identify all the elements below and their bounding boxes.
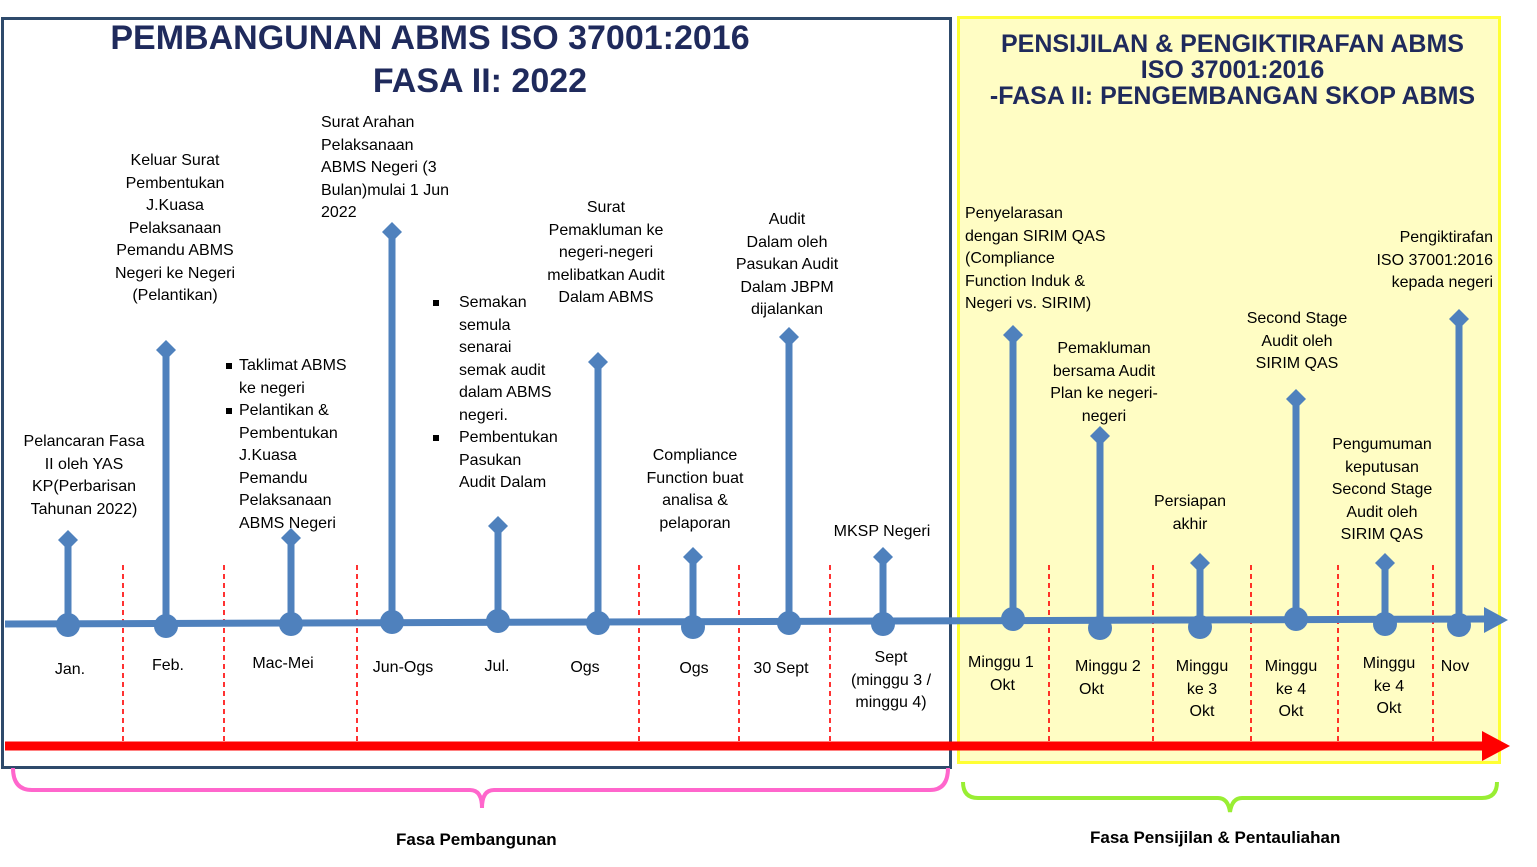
event-8-diamond bbox=[779, 327, 799, 347]
event-4-diamond bbox=[382, 222, 402, 242]
event-9-label: MKSP Negeri bbox=[833, 523, 931, 540]
right-title-line3: -FASA II: PENGEMBANGAN SKOP ABMS bbox=[989, 82, 1476, 110]
event-12-diamond bbox=[1190, 553, 1210, 573]
event-1-label: Pelancaran Fasa II oleh YAS KP(Perbarisan T… bbox=[23, 433, 145, 518]
event-14-diamond bbox=[1375, 553, 1395, 573]
event-5-date: Jul. bbox=[484, 658, 510, 675]
event-2-node bbox=[154, 614, 178, 638]
bullet-icon bbox=[433, 435, 439, 441]
event-11-date: Minggu 2 Okt bbox=[1075, 658, 1141, 698]
event-3-date: Mac-Mei bbox=[252, 655, 314, 672]
event-15-label: Pengiktirafan ISO 37001:2016 kepada negeri bbox=[1376, 229, 1493, 291]
event-3-diamond bbox=[281, 528, 301, 548]
left-title-line1: PEMBANGUNAN ABMS ISO 37001:2016 bbox=[110, 19, 750, 57]
event-5-node bbox=[486, 609, 510, 633]
bullet-icon bbox=[433, 300, 439, 306]
timeline-arrowhead bbox=[1484, 607, 1508, 633]
event-9-date: Sept (minggu 3 /minggu 4) bbox=[850, 649, 932, 711]
event-7-date: Ogs bbox=[679, 660, 709, 677]
event-7-diamond bbox=[683, 547, 703, 567]
event-12-node bbox=[1188, 615, 1212, 639]
event-1-date: Jan. bbox=[54, 661, 86, 678]
left-phase-brace bbox=[11, 767, 950, 809]
right-phase-brace bbox=[961, 781, 1499, 813]
event-2-label: Keluar Surat Pembentukan J.Kuasa Pelaksanaa… bbox=[114, 152, 236, 304]
event-15-diamond bbox=[1449, 309, 1469, 329]
event-14-node bbox=[1373, 612, 1397, 636]
event-8-label: Audit Dalam oleh Pasukan Audit Dalam JBPM di… bbox=[735, 211, 839, 318]
event-9-diamond bbox=[873, 547, 893, 567]
right-phase-panel bbox=[957, 16, 1501, 764]
event-11-node bbox=[1088, 616, 1112, 640]
right-phase-label: Fasa Pensijilan & Pentauliahan bbox=[1090, 828, 1341, 847]
event-11-diamond bbox=[1090, 426, 1110, 446]
event-4-label: Surat Arahan Pelaksanaan ABMS Negeri (3 Bul… bbox=[321, 114, 450, 221]
event-7-node bbox=[681, 615, 705, 639]
event-14-label: Pengumuman keputusan Second Stage Audit ole… bbox=[1331, 436, 1433, 543]
right-title-line1: PENSIJILAN & PENGIKTIRAFAN ABMS bbox=[1000, 30, 1464, 58]
event-12-date: Minggu ke 3 Okt bbox=[1175, 658, 1229, 720]
right-title-line2: ISO 37001:2016 bbox=[1140, 56, 1325, 84]
event-10-date: Minggu 1 Okt bbox=[968, 654, 1034, 694]
event-1-node bbox=[56, 613, 80, 637]
event-2-diamond bbox=[156, 340, 176, 360]
event-10-label: Penyelarasan dengan SIRIM QAS (Compliance F… bbox=[965, 205, 1106, 312]
event-12-label: Persiapan akhir bbox=[1153, 493, 1227, 533]
phase-arrowhead bbox=[1482, 731, 1510, 761]
event-10-node bbox=[1001, 607, 1025, 631]
event-2-date: Feb. bbox=[151, 657, 184, 674]
event-8-date: 30 Sept bbox=[753, 660, 809, 677]
event-10-diamond bbox=[1003, 325, 1023, 345]
event-8-node bbox=[777, 611, 801, 635]
event-13-date: Minggu ke 4 Okt bbox=[1264, 658, 1318, 720]
event-7-label: Compliance Function buat analisa & pelapora… bbox=[646, 447, 744, 532]
left-phase-label: Fasa Pembangunan bbox=[396, 830, 557, 849]
event-15-node bbox=[1447, 613, 1471, 637]
event-4-node bbox=[380, 610, 404, 634]
event-5-diamond bbox=[488, 516, 508, 536]
event-6-date: Ogs bbox=[570, 659, 600, 676]
event-15-date: Nov bbox=[1440, 658, 1470, 675]
event-6-node bbox=[586, 611, 610, 635]
event-13-label: Second Stage Audit oleh SIRIM QAS bbox=[1246, 310, 1348, 372]
bullet-icon bbox=[226, 363, 232, 369]
event-9-node bbox=[871, 612, 895, 636]
timeline-axis bbox=[4, 615, 1489, 628]
left-phase-frame bbox=[1, 17, 952, 769]
event-1-diamond bbox=[58, 530, 78, 550]
event-6-diamond bbox=[588, 352, 608, 372]
event-4-date: Jun-Ogs bbox=[372, 659, 434, 676]
left-title-line2: FASA II: 2022 bbox=[372, 62, 588, 100]
bullet-icon bbox=[226, 408, 232, 414]
event-13-node bbox=[1284, 607, 1308, 631]
event-6-label: Surat Pemakluman ke negeri-negeri melibatka… bbox=[547, 199, 665, 306]
event-11-label: Pemakluman bersama Audit Plan ke negeri-ne… bbox=[1050, 340, 1158, 425]
event-3-node bbox=[279, 612, 303, 636]
event-14-date: Minggu ke 4 Okt bbox=[1362, 655, 1416, 717]
event-13-diamond bbox=[1286, 389, 1306, 409]
